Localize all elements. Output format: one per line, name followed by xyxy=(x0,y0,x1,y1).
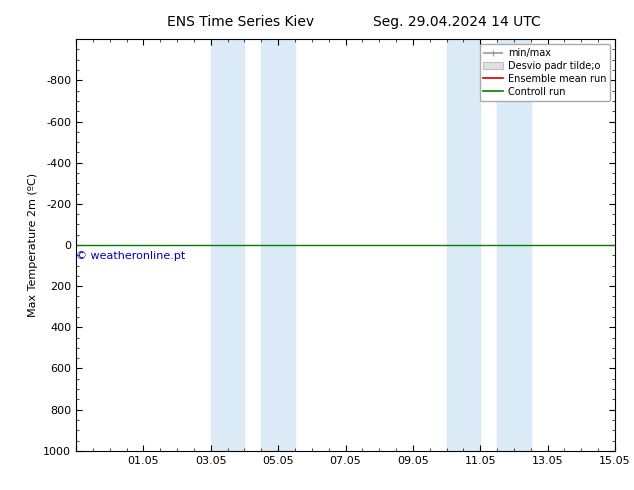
Bar xyxy=(261,39,295,451)
Text: Seg. 29.04.2024 14 UTC: Seg. 29.04.2024 14 UTC xyxy=(373,15,540,29)
Bar xyxy=(210,39,245,451)
Legend: min/max, Desvio padr tilde;o, Ensemble mean run, Controll run: min/max, Desvio padr tilde;o, Ensemble m… xyxy=(479,44,610,100)
Bar xyxy=(446,39,480,451)
Bar xyxy=(497,39,531,451)
Y-axis label: Max Temperature 2m (ºC): Max Temperature 2m (ºC) xyxy=(28,173,37,317)
Text: ENS Time Series Kiev: ENS Time Series Kiev xyxy=(167,15,314,29)
Text: © weatheronline.pt: © weatheronline.pt xyxy=(77,251,186,261)
